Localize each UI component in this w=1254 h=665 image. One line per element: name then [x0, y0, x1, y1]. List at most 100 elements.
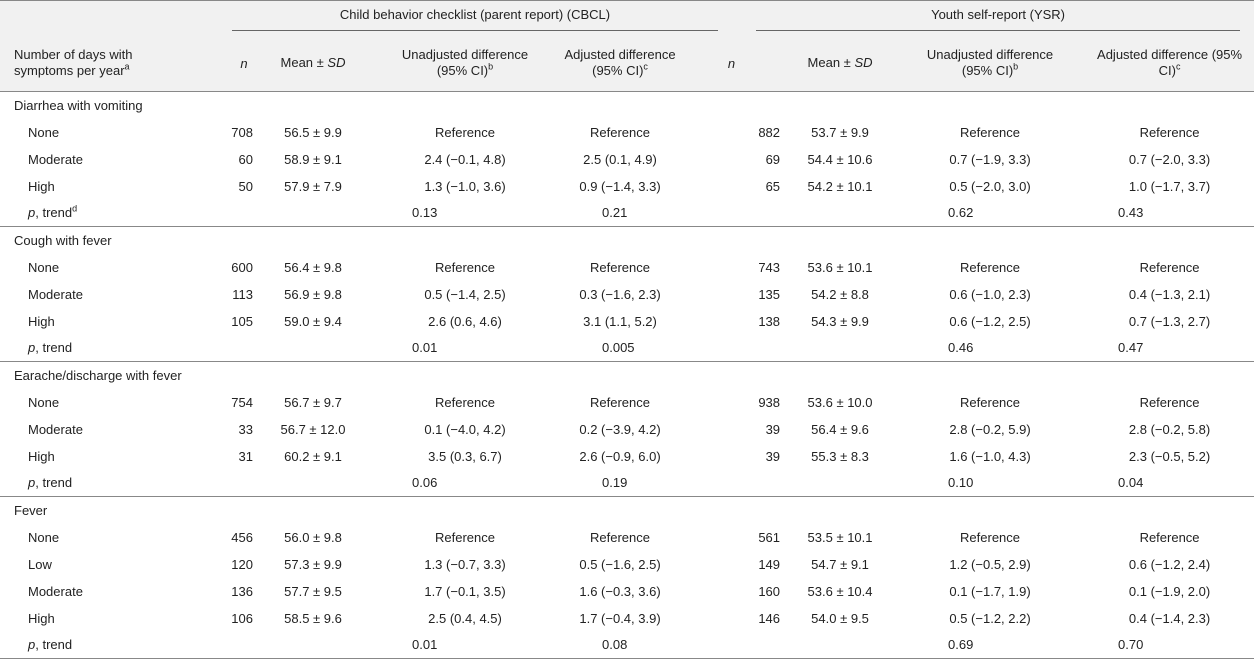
table-cell: 57.9 ± 7.9: [284, 178, 342, 194]
table-cell: 60: [238, 151, 253, 167]
row-label: Moderate: [28, 583, 83, 599]
table-cell: 31: [238, 448, 253, 464]
table-cell: 65: [765, 178, 781, 194]
table-cell: 2.6 (0.6, 4.6): [428, 313, 502, 329]
column-header-text: Adjusted difference (95% CI)c: [562, 47, 678, 79]
table-cell: 33: [238, 421, 253, 437]
text-part: , trend: [35, 475, 73, 491]
table-cell: 55.3 ± 8.3: [811, 448, 869, 464]
table-cell: 60.2 ± 9.1: [284, 448, 342, 464]
table-cell: 0.4 (−1.4, 2.3): [1128, 610, 1211, 626]
data-row: High 105 59.0 ± 9.4 2.6 (0.6, 4.6) 3.1 (1.1,…: [0, 308, 1254, 335]
table-cell: 1.6 (−0.3, 3.6): [579, 583, 661, 599]
text-part: Mean ±: [280, 55, 328, 70]
table-cell: 0.5 (−1.2, 2.2): [949, 610, 1031, 626]
text-part: Adjusted difference (95% CI): [564, 47, 676, 78]
section-title: Earache/discharge with fever: [0, 361, 1254, 389]
table-cell: Reference: [960, 259, 1021, 275]
table-cell: 39: [765, 448, 781, 464]
table-cell: 57.7 ± 9.5: [284, 583, 342, 599]
text-part: Unadjusted difference (95% CI): [926, 47, 1054, 78]
table-cell: 160: [758, 583, 781, 599]
text-part: Number of days with symptoms per year: [14, 47, 133, 78]
text-part: p: [28, 637, 36, 653]
table-cell: 0.5 (−1.6, 2.5): [579, 556, 661, 572]
table-cell: 743: [758, 259, 781, 275]
data-row: None 708 56.5 ± 9.9 Reference Reference 882 53…: [0, 119, 1254, 146]
table-cell: [230, 200, 258, 227]
footnote-mark: b: [1013, 61, 1019, 72]
text-part: , trend: [35, 340, 73, 356]
table-cell: 0.21: [602, 205, 628, 221]
table-cell: 882: [758, 124, 781, 140]
column-header: Adjusted difference (95% CI)c: [562, 35, 679, 92]
table-cell: 54.0 ± 9.5: [811, 610, 869, 626]
section-row: Diarrhea with vomiting: [0, 92, 1254, 119]
table-cell: [258, 335, 368, 362]
table-cell: 1.7 (−0.1, 3.5): [424, 583, 506, 599]
table-cell: 0.1 (−1.7, 1.9): [949, 583, 1031, 599]
table-cell: Reference: [435, 394, 495, 410]
table-cell: [258, 200, 368, 227]
table-cell: 56.9 ± 9.8: [284, 286, 342, 302]
row-label: High: [28, 178, 55, 194]
table-cell: 0.3 (−1.6, 2.3): [579, 286, 661, 302]
table-cell: 58.9 ± 9.1: [284, 151, 342, 167]
table-cell: 54.2 ± 8.8: [811, 286, 869, 302]
table-cell: 708: [231, 124, 253, 140]
table-cell: 561: [758, 529, 781, 545]
table-header: Child behavior checklist (parent report)…: [0, 0, 1254, 92]
section-title: Cough with fever: [0, 226, 1254, 254]
table-cell: [258, 470, 368, 497]
text-part: , trend: [35, 205, 73, 221]
text-part: n: [240, 55, 248, 71]
table-cell: 0.46: [948, 340, 974, 356]
table-cell: 57.3 ± 9.9: [284, 556, 342, 572]
text-part: p: [28, 340, 36, 356]
text-part: Unadjusted difference (95% CI): [401, 47, 529, 78]
row-label: High: [28, 448, 55, 464]
table-cell: Reference: [435, 529, 495, 545]
table-cell: 105: [231, 313, 253, 329]
column-header: n: [678, 35, 786, 92]
table-cell: [678, 335, 785, 362]
data-row: High 31 60.2 ± 9.1 3.5 (0.3, 6.7) 2.6 (−0.9,…: [0, 443, 1254, 470]
data-row: Moderate 136 57.7 ± 9.5 1.7 (−0.1, 3.5) 1.6 …: [0, 578, 1254, 605]
data-row: p, trend 0.06 0.19 0.10 0.04: [0, 470, 1254, 497]
table-cell: [230, 335, 258, 362]
table-cell: 456: [231, 529, 253, 545]
section-row: Earache/discharge with fever: [0, 361, 1254, 389]
table-cell: 938: [758, 394, 781, 410]
row-label: None: [28, 124, 60, 140]
table-cell: 1.6 (−1.0, 4.3): [949, 448, 1031, 464]
table-cell: 56.4 ± 9.8: [284, 259, 342, 275]
table-cell: 0.13: [412, 205, 438, 221]
table-cell: 54.4 ± 10.6: [807, 151, 873, 167]
data-row: Low 120 57.3 ± 9.9 1.3 (−0.7, 3.3) 0.5 (−1.6…: [0, 551, 1254, 578]
row-label: Moderate: [28, 286, 83, 302]
table-cell: 0.5 (−2.0, 3.0): [949, 178, 1031, 194]
table-cell: 754: [231, 394, 253, 410]
table-cell: Reference: [960, 124, 1021, 140]
table-cell: 138: [758, 313, 781, 329]
text-part: SD: [327, 55, 346, 70]
footnote-mark: c: [643, 61, 648, 72]
table-cell: 0.08: [602, 637, 628, 653]
section-row: Cough with fever: [0, 226, 1254, 254]
section-title: Fever: [0, 496, 1254, 524]
table-cell: 56.0 ± 9.8: [284, 529, 342, 545]
table-cell: Reference: [435, 124, 495, 140]
table-cell: 59.0 ± 9.4: [284, 313, 342, 329]
data-row: p, trendd 0.13 0.21 0.62 0.43: [0, 200, 1254, 227]
table-cell: 0.5 (−1.4, 2.5): [424, 286, 506, 302]
table-cell: [678, 632, 785, 659]
table-cell: 53.7 ± 9.9: [811, 124, 869, 140]
table-cell: 54.2 ± 10.1: [807, 178, 873, 194]
data-row: High 50 57.9 ± 7.9 1.3 (−1.0, 3.6) 0.9 (−1.4…: [0, 173, 1254, 200]
text-part: n: [727, 55, 736, 71]
table-cell: 58.5 ± 9.6: [284, 610, 342, 626]
table-cell: [678, 200, 785, 227]
column-header: n: [230, 35, 258, 92]
table-cell: [258, 632, 368, 659]
